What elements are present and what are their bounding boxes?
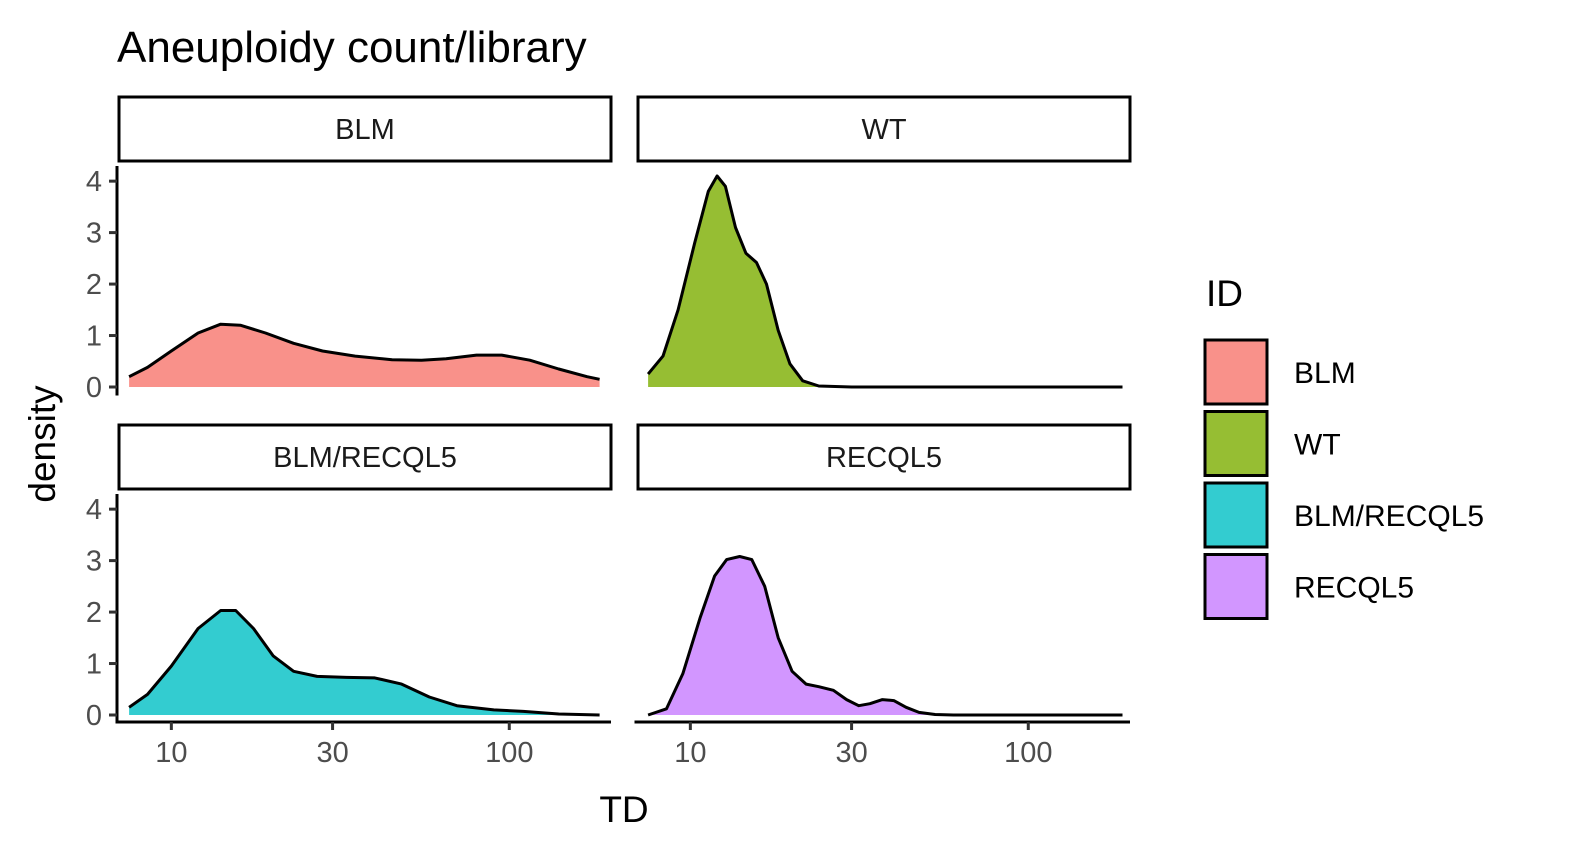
x-tick-label: 30 [835, 737, 867, 769]
y-tick-label: 0 [86, 372, 102, 404]
facet-panel-blm: BLM 0 1 2 3 4 [86, 95, 613, 404]
density-line-blm-recql5 [128, 609, 600, 717]
x-tick-label: 10 [674, 737, 706, 769]
facet-strip [117, 423, 613, 491]
y-tick-label: 2 [86, 269, 102, 301]
y-tick-label: 1 [86, 321, 102, 353]
y-tick-label: 4 [86, 494, 102, 526]
density-line-blm [128, 322, 600, 381]
legend: ID BLM WT BLM/RECQL5 RECQL5 [1203, 273, 1484, 621]
facet-strip [636, 95, 1132, 163]
x-tick-label: 100 [1004, 737, 1052, 769]
x-tick-label: 10 [155, 737, 187, 769]
legend-item-blm: BLM [1203, 338, 1356, 406]
y-tick-label: 4 [86, 166, 102, 198]
legend-label: RECQL5 [1294, 572, 1414, 605]
legend-title: ID [1206, 273, 1243, 314]
y-tick-label: 0 [86, 700, 102, 732]
facet-strip-label: RECQL5 [826, 442, 942, 474]
facet-strip-label: BLM/RECQL5 [273, 442, 457, 474]
density-area-blm-recql5 [129, 610, 600, 715]
density-area-blm [129, 324, 600, 387]
y-tick-label: 3 [86, 546, 102, 578]
facet-panel-wt: WT [636, 95, 1132, 389]
legend-swatch [1203, 410, 1269, 477]
legend-item-recql5: RECQL5 [1203, 552, 1414, 621]
legend-item-wt: WT [1203, 409, 1341, 478]
legend-item-blm-recql5: BLM/RECQL5 [1203, 481, 1484, 549]
legend-swatch [1203, 553, 1269, 620]
facet-panel-recql5: RECQL5 10 30 100 [634, 423, 1132, 769]
facets: BLM 0 1 2 3 4 WT BLM/RECQL5 0 1 2 3 4 10 30 100 RECQL5 10… [86, 95, 1132, 769]
x-axis-title: TD [599, 789, 648, 830]
density-line-recql5 [647, 555, 1123, 717]
facet-strip [117, 95, 613, 163]
legend-label: BLM/RECQL5 [1294, 500, 1484, 533]
x-tick-label: 100 [485, 737, 533, 769]
y-tick-label: 1 [86, 649, 102, 681]
x-tick-label: 30 [316, 737, 348, 769]
y-axis-title: density [22, 385, 63, 503]
facet-panel-blm-recql5: BLM/RECQL5 0 1 2 3 4 10 30 100 [86, 423, 613, 769]
chart-title: Aneuploidy count/library [117, 23, 587, 72]
density-area-recql5 [648, 556, 1123, 715]
facet-strip [636, 423, 1132, 491]
y-tick-label: 3 [86, 218, 102, 250]
y-tick-label: 2 [86, 597, 102, 629]
facet-strip-label: BLM [335, 114, 395, 146]
density-line-wt [646, 174, 1123, 389]
facet-strip-label: WT [861, 114, 906, 146]
legend-swatch [1203, 338, 1269, 406]
density-area-wt [648, 176, 1123, 387]
legend-label: BLM [1294, 357, 1356, 390]
legend-swatch [1203, 481, 1269, 549]
legend-label: WT [1294, 429, 1341, 462]
